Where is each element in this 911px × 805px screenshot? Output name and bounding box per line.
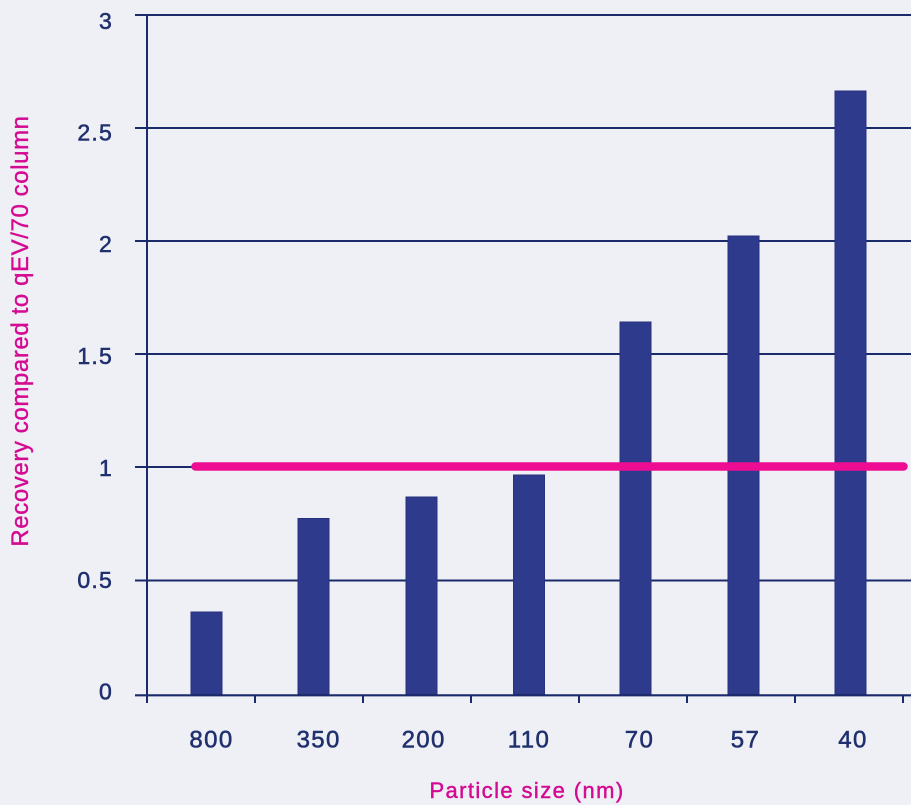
svg-text:70: 70: [625, 727, 655, 754]
svg-text:1.5: 1.5: [77, 343, 113, 369]
svg-text:2: 2: [99, 231, 113, 257]
svg-text:57: 57: [731, 727, 761, 754]
svg-text:800: 800: [189, 727, 233, 754]
svg-text:2.5: 2.5: [77, 120, 113, 146]
svg-text:1: 1: [99, 455, 113, 481]
svg-text:Recovery compared to qEV/70 co: Recovery compared to qEV/70 column: [7, 115, 34, 546]
svg-text:0.5: 0.5: [77, 567, 113, 593]
svg-text:3: 3: [99, 8, 113, 34]
svg-text:Particle size (nm): Particle size (nm): [429, 778, 624, 803]
svg-text:40: 40: [838, 727, 868, 754]
svg-text:110: 110: [508, 727, 550, 754]
svg-text:0: 0: [99, 679, 113, 705]
svg-text:350: 350: [297, 727, 341, 754]
svg-text:200: 200: [402, 727, 446, 754]
